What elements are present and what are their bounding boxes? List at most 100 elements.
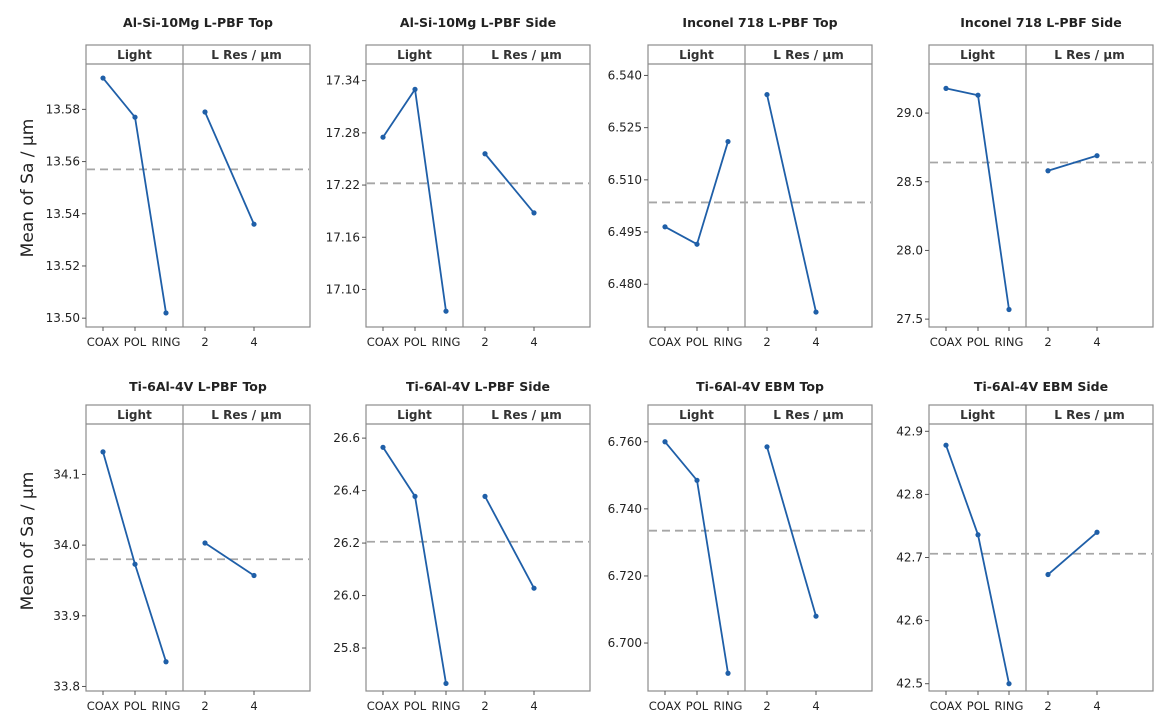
- data-point: [1006, 681, 1012, 687]
- main-effect-line: [1047, 531, 1098, 576]
- y-tick-label: 17.34: [326, 74, 360, 88]
- y-tick-label: 26.2: [333, 536, 360, 550]
- chart-title: Inconel 718 L-PBF Top: [682, 15, 837, 30]
- plot-frame: [365, 44, 591, 328]
- x-tick-label: COAX: [367, 335, 400, 349]
- x-tick-label: RING: [432, 335, 461, 349]
- y-tick-label: 13.52: [46, 259, 80, 273]
- x-tick-label: POL: [404, 699, 427, 713]
- data-point: [764, 91, 770, 98]
- data-point: [100, 449, 106, 455]
- data-point: [202, 540, 208, 546]
- data-point: [1094, 529, 1100, 535]
- x-tick-label: RING: [152, 335, 181, 349]
- data-point: [482, 493, 488, 499]
- y-tick-label: 6.700: [608, 636, 642, 650]
- y-tick-label: 28.0: [896, 243, 923, 257]
- strip-label: L Res / µm: [773, 408, 843, 422]
- chart-title: Ti-6Al-4V EBM Top: [696, 379, 824, 394]
- x-tick-label: COAX: [649, 335, 682, 349]
- main-effect-line: [102, 451, 167, 663]
- x-tick-label: COAX: [930, 335, 963, 349]
- strip-label: L Res / µm: [211, 48, 281, 62]
- x-tick-label: 4: [1093, 699, 1100, 713]
- main-effect-line: [766, 94, 817, 313]
- x-tick-label: RING: [714, 335, 743, 349]
- main-effect-line: [382, 86, 447, 312]
- y-tick-label: 6.540: [608, 68, 642, 82]
- main-effect-line: [945, 87, 1010, 310]
- chart-title: Ti-6Al-4V L-PBF Top: [129, 379, 267, 394]
- strip-label: L Res / µm: [491, 408, 561, 422]
- x-tick-label: RING: [152, 699, 181, 713]
- y-tick-label: 13.54: [46, 207, 80, 221]
- strip-label: Light: [397, 408, 432, 422]
- data-point: [100, 75, 106, 81]
- plot-frame: [928, 44, 1154, 328]
- x-tick-label: 2: [201, 335, 208, 349]
- data-point: [943, 442, 949, 448]
- y-tick-label: 17.22: [326, 178, 360, 192]
- y-tick-label: 6.480: [608, 277, 642, 291]
- data-point: [163, 310, 169, 316]
- y-tick-label: 13.56: [46, 155, 80, 169]
- y-tick-label: 27.5: [896, 312, 923, 326]
- strip-label: L Res / µm: [1054, 48, 1124, 62]
- data-point: [662, 439, 668, 445]
- x-tick-label: 4: [250, 699, 257, 713]
- y-tick-label: 17.10: [326, 282, 360, 296]
- y-tick-label: 13.58: [46, 102, 80, 116]
- x-tick-label: COAX: [649, 699, 682, 713]
- x-tick-label: 4: [530, 335, 537, 349]
- data-point: [251, 572, 257, 579]
- main-effect-line: [945, 444, 1010, 684]
- x-tick-label: 2: [481, 335, 488, 349]
- x-tick-label: POL: [967, 699, 990, 713]
- main-effect-line: [382, 446, 447, 684]
- y-tick-label: 6.740: [608, 502, 642, 516]
- x-tick-label: POL: [686, 699, 709, 713]
- y-tick-label: 34.1: [53, 467, 80, 481]
- data-point: [725, 138, 731, 145]
- data-point: [662, 224, 668, 230]
- x-tick-label: 4: [812, 699, 819, 713]
- data-point: [1045, 168, 1051, 174]
- data-point: [1045, 571, 1051, 578]
- x-tick-label: POL: [686, 335, 709, 349]
- y-tick-label: 33.9: [53, 609, 80, 623]
- x-tick-label: 4: [530, 699, 537, 713]
- y-tick-label: 42.5: [896, 677, 923, 691]
- main-effect-line: [204, 111, 255, 225]
- main-effect-line: [484, 495, 535, 589]
- data-point: [412, 493, 418, 499]
- data-point: [132, 114, 138, 120]
- y-tick-label: 25.8: [333, 641, 360, 655]
- main-effect-line: [484, 153, 535, 214]
- x-tick-label: COAX: [367, 699, 400, 713]
- y-tick-label: 17.28: [326, 126, 360, 140]
- x-tick-label: POL: [967, 335, 990, 349]
- x-tick-label: 2: [481, 699, 488, 713]
- data-point: [975, 92, 981, 98]
- x-tick-label: COAX: [930, 699, 963, 713]
- y-tick-label: 34.0: [53, 538, 80, 552]
- x-tick-label: 2: [1044, 699, 1051, 713]
- data-point: [443, 680, 449, 687]
- chart-title: Inconel 718 L-PBF Side: [960, 15, 1121, 30]
- data-point: [813, 309, 819, 315]
- y-tick-label: 17.16: [326, 230, 360, 244]
- chart-title: Ti-6Al-4V L-PBF Side: [406, 379, 550, 394]
- data-point: [943, 85, 949, 91]
- x-tick-label: COAX: [87, 699, 120, 713]
- main-effect-line: [766, 446, 817, 617]
- data-point: [694, 477, 700, 483]
- y-tick-label: 13.50: [46, 311, 80, 325]
- data-point: [725, 670, 731, 676]
- strip-label: Light: [960, 408, 995, 422]
- plot-frame: [647, 404, 873, 692]
- data-point: [380, 444, 386, 450]
- x-tick-label: 2: [763, 335, 770, 349]
- x-tick-label: RING: [714, 699, 743, 713]
- x-tick-label: RING: [995, 335, 1024, 349]
- data-point: [163, 659, 169, 665]
